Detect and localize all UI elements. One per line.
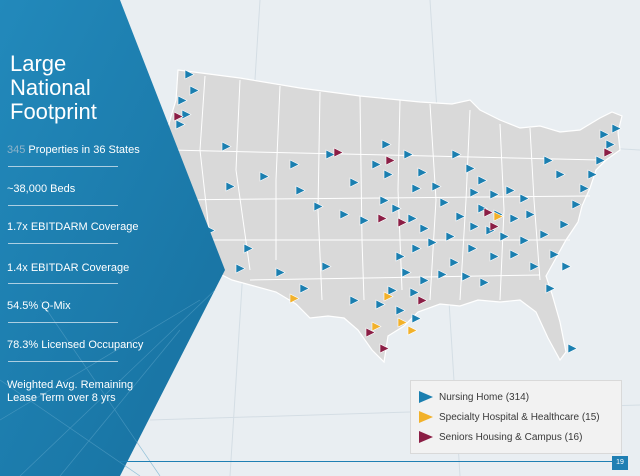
legend-label: Specialty Hospital & Healthcare (15) (439, 411, 600, 423)
title-line-3: Footprint (10, 99, 97, 124)
stat-properties: 345 Properties in 36 States (7, 144, 157, 157)
stat-divider (8, 205, 118, 206)
stat-qmix: 54.5% Q-Mix (7, 300, 71, 312)
us-landmass (159, 69, 623, 364)
map-legend: Nursing Home (314) Specialty Hospital & … (410, 380, 622, 454)
stat-divider (8, 322, 118, 323)
footer-rule (120, 461, 614, 462)
blue-triangle-marker-icon (419, 391, 433, 403)
title-line-1: Large (10, 51, 67, 76)
stat-beds: ~38,000 Beds (7, 183, 76, 195)
legend-label: Seniors Housing & Campus (16) (439, 431, 583, 443)
stat-occupancy: 78.3% Licensed Occupancy (7, 339, 144, 351)
stat-ebitdarm: 1.7x EBITDARM Coverage (7, 221, 139, 233)
title-line-2: National (10, 75, 91, 100)
stat-divider (8, 283, 118, 284)
slide-title: Large National Footprint (10, 52, 160, 124)
stat-lease-term: Weighted Avg. Remaining Lease Term over … (7, 379, 134, 404)
legend-item-specialty-hospital: Specialty Hospital & Healthcare (15) (419, 409, 600, 425)
legend-item-nursing-home: Nursing Home (314) (419, 389, 529, 405)
stat-divider (8, 166, 118, 167)
nursing-home-markers (175, 69, 622, 354)
maroon-triangle-marker-icon (419, 431, 433, 443)
stat-ebitdar: 1.4x EBITDAR Coverage (7, 262, 130, 274)
stat-divider (8, 243, 118, 244)
yellow-triangle-marker-icon (419, 411, 433, 423)
specialty-hospital-markers (183, 211, 504, 336)
stat-highlight: 345 (7, 144, 26, 156)
stat-text: Properties in 36 States (25, 144, 140, 156)
legend-label: Nursing Home (314) (439, 391, 530, 403)
stat-divider (8, 361, 118, 362)
page-number: 19 (612, 456, 628, 470)
legend-item-seniors-housing: Seniors Housing & Campus (16) (419, 429, 582, 445)
